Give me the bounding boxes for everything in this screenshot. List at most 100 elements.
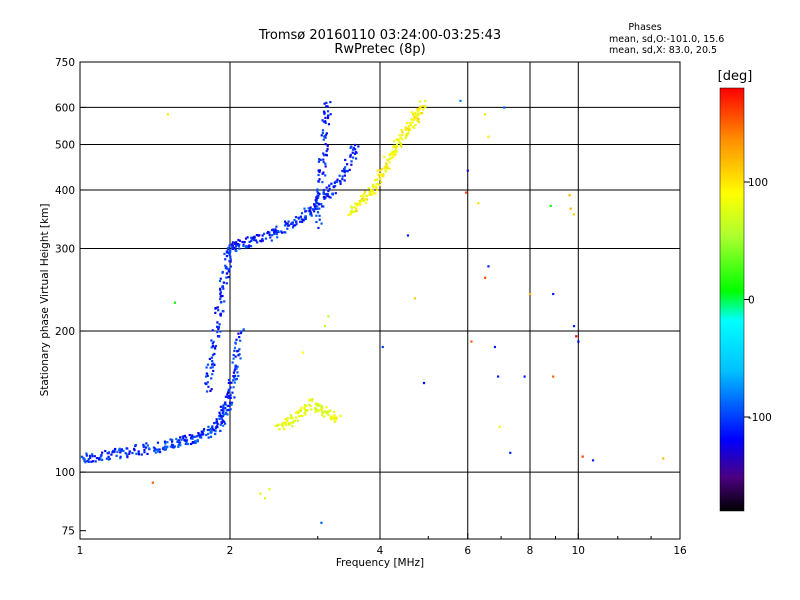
echo-point bbox=[314, 408, 317, 411]
echo-point bbox=[278, 428, 281, 431]
echo-point bbox=[375, 186, 378, 190]
echo-point bbox=[135, 452, 138, 456]
echo-point bbox=[206, 374, 209, 377]
echo-point bbox=[391, 152, 394, 155]
echo-point bbox=[227, 408, 230, 412]
echo-point bbox=[234, 247, 237, 250]
echo-point bbox=[413, 297, 417, 300]
echo-point bbox=[312, 208, 315, 211]
echo-point bbox=[190, 436, 193, 439]
echo-point bbox=[346, 163, 349, 166]
echo-point bbox=[317, 169, 320, 172]
echo-point bbox=[228, 401, 232, 404]
echo-point bbox=[394, 145, 397, 148]
echo-point bbox=[221, 294, 224, 298]
echo-point bbox=[228, 404, 231, 407]
echo-point bbox=[233, 396, 236, 399]
echo-point bbox=[406, 127, 409, 130]
echo-point bbox=[338, 174, 341, 177]
echo-point bbox=[214, 311, 217, 314]
echo-point bbox=[327, 413, 330, 416]
echo-point bbox=[307, 207, 310, 210]
colorbar-label: [deg] bbox=[718, 69, 753, 84]
echo-point bbox=[234, 342, 237, 345]
echo-point bbox=[308, 403, 311, 406]
legend-x-mode: mean, sd,X: 83.0, 20.5 bbox=[609, 45, 717, 56]
echo-point bbox=[316, 207, 319, 211]
echo-point bbox=[394, 153, 397, 156]
echo-point bbox=[238, 239, 242, 242]
echo-point bbox=[324, 193, 328, 196]
echo-point bbox=[255, 239, 258, 242]
echo-point bbox=[289, 417, 292, 420]
echo-point bbox=[336, 178, 339, 181]
echo-point bbox=[182, 437, 185, 440]
echo-point bbox=[353, 205, 356, 209]
echo-point bbox=[244, 245, 247, 249]
echo-point bbox=[216, 331, 219, 334]
echo-point bbox=[413, 117, 416, 120]
echo-point bbox=[397, 139, 400, 142]
echo-point bbox=[326, 105, 329, 108]
colorbar-tick-label: -100 bbox=[748, 412, 772, 424]
echo-point bbox=[421, 108, 424, 111]
echo-point bbox=[202, 429, 205, 432]
echo-point bbox=[205, 390, 209, 393]
echo-point bbox=[581, 455, 584, 458]
echo-point bbox=[326, 148, 329, 151]
echo-point bbox=[324, 116, 327, 119]
echo-point bbox=[178, 441, 181, 445]
echo-point bbox=[315, 196, 318, 199]
echo-point bbox=[263, 497, 267, 500]
echo-point bbox=[381, 345, 384, 349]
chart-title: Tromsø 20160110 03:24:00-03:25:43 bbox=[258, 28, 501, 43]
echo-point bbox=[237, 374, 240, 378]
echo-point bbox=[317, 173, 320, 177]
echo-point bbox=[572, 325, 576, 328]
echo-point bbox=[88, 454, 92, 457]
echo-point bbox=[421, 112, 424, 115]
echo-point bbox=[372, 192, 375, 195]
echo-point bbox=[119, 450, 123, 453]
echo-point bbox=[171, 444, 174, 447]
x-axis: 1 2 4 6 8 10 16 bbox=[77, 533, 687, 557]
echo-point bbox=[416, 114, 419, 118]
echo-point bbox=[310, 214, 313, 217]
echo-point bbox=[131, 451, 134, 455]
echo-point bbox=[410, 118, 413, 121]
echo-point bbox=[126, 447, 129, 450]
echo-point bbox=[194, 435, 197, 438]
echo-point bbox=[417, 108, 420, 112]
echo-point bbox=[294, 216, 298, 219]
echo-point bbox=[253, 236, 256, 239]
echo-point bbox=[316, 205, 319, 208]
echo-point bbox=[351, 148, 355, 151]
echo-point bbox=[207, 385, 210, 388]
echo-point bbox=[234, 364, 237, 367]
echo-point bbox=[319, 158, 322, 162]
echo-point bbox=[215, 419, 218, 422]
echo-point bbox=[400, 128, 403, 132]
echo-point bbox=[380, 167, 384, 171]
echo-point bbox=[213, 363, 216, 367]
echo-point bbox=[259, 492, 262, 495]
echo-point bbox=[408, 121, 412, 125]
echo-point bbox=[234, 374, 237, 377]
echo-point bbox=[210, 427, 214, 430]
echo-point bbox=[424, 105, 427, 108]
echo-point bbox=[341, 175, 344, 178]
echo-point bbox=[322, 188, 325, 192]
echo-point bbox=[214, 427, 217, 430]
echo-point bbox=[335, 416, 338, 419]
echo-point bbox=[300, 414, 303, 417]
echo-point bbox=[273, 232, 276, 236]
echo-point bbox=[343, 174, 346, 177]
echo-point bbox=[287, 220, 290, 223]
echo-point bbox=[392, 140, 396, 143]
echo-point bbox=[152, 446, 156, 449]
echo-point bbox=[229, 394, 232, 397]
echo-point bbox=[401, 133, 404, 137]
echo-point bbox=[234, 365, 237, 368]
echo-point bbox=[287, 422, 290, 425]
echo-point bbox=[113, 450, 116, 453]
